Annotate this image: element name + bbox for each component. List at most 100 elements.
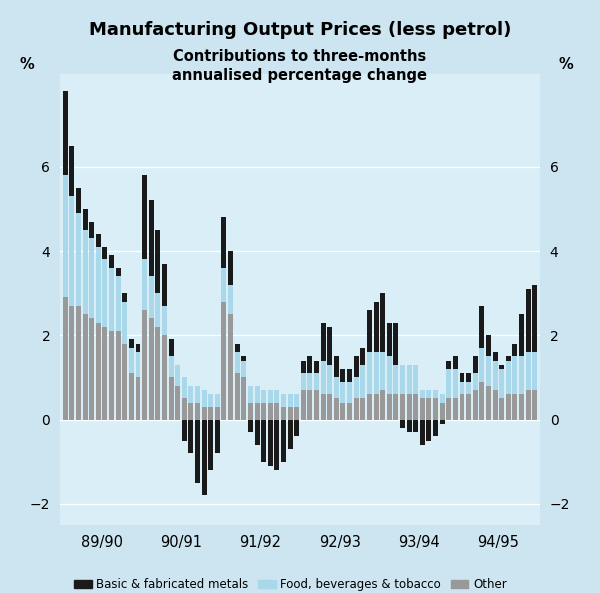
Bar [433, 419, 438, 436]
Bar [254, 386, 260, 403]
Bar [281, 419, 286, 461]
Bar [499, 398, 504, 419]
Bar [122, 293, 127, 302]
Bar [136, 352, 140, 377]
Bar [479, 348, 484, 382]
Bar [241, 356, 246, 361]
Bar [175, 365, 180, 386]
Bar [70, 196, 74, 306]
Bar [440, 403, 445, 419]
Bar [420, 390, 425, 398]
Bar [294, 394, 299, 407]
Bar [162, 335, 167, 419]
Bar [274, 419, 280, 470]
Bar [188, 386, 193, 403]
Bar [387, 394, 392, 419]
Bar [76, 188, 81, 213]
Text: %: % [19, 57, 34, 72]
Bar [202, 407, 206, 419]
Bar [215, 419, 220, 453]
Bar [274, 390, 280, 403]
Bar [116, 331, 121, 419]
Bar [407, 365, 412, 394]
Bar [473, 373, 478, 390]
Bar [493, 361, 497, 390]
Bar [116, 276, 121, 331]
Bar [440, 419, 445, 424]
Bar [446, 361, 451, 369]
Bar [493, 352, 497, 361]
Bar [142, 310, 147, 419]
Bar [473, 390, 478, 419]
Bar [334, 377, 339, 398]
Bar [96, 234, 101, 247]
Bar [83, 314, 88, 419]
Bar [116, 268, 121, 276]
Text: %: % [559, 57, 574, 72]
Bar [235, 373, 239, 419]
Bar [76, 306, 81, 419]
Bar [499, 365, 504, 369]
Bar [129, 339, 134, 348]
Bar [512, 394, 517, 419]
Bar [387, 356, 392, 394]
Bar [380, 390, 385, 419]
Bar [334, 398, 339, 419]
Bar [387, 323, 392, 356]
Bar [103, 327, 107, 419]
Bar [294, 407, 299, 419]
Bar [427, 419, 431, 441]
Bar [314, 373, 319, 390]
Bar [446, 398, 451, 419]
Bar [221, 268, 226, 302]
Bar [241, 377, 246, 419]
Bar [162, 306, 167, 335]
Bar [215, 407, 220, 419]
Bar [347, 403, 352, 419]
Bar [493, 390, 497, 419]
Bar [149, 318, 154, 419]
Bar [354, 356, 359, 377]
Bar [254, 403, 260, 419]
Bar [307, 373, 313, 390]
Bar [532, 285, 537, 352]
Bar [380, 293, 385, 352]
Bar [486, 335, 491, 356]
Bar [301, 373, 306, 390]
Bar [122, 302, 127, 344]
Bar [394, 365, 398, 394]
Bar [274, 403, 280, 419]
Bar [89, 238, 94, 318]
Bar [446, 369, 451, 398]
Bar [512, 344, 517, 356]
Bar [208, 419, 213, 470]
Bar [155, 293, 160, 327]
Bar [354, 398, 359, 419]
Bar [215, 394, 220, 407]
Bar [103, 260, 107, 327]
Bar [248, 419, 253, 432]
Bar [466, 373, 471, 382]
Bar [96, 323, 101, 419]
Bar [175, 386, 180, 419]
Bar [268, 390, 273, 403]
Bar [287, 407, 293, 419]
Bar [248, 403, 253, 419]
Bar [479, 306, 484, 348]
Bar [182, 419, 187, 441]
Bar [129, 373, 134, 419]
Bar [327, 394, 332, 419]
Bar [440, 394, 445, 403]
Bar [327, 365, 332, 394]
Bar [188, 403, 193, 419]
Bar [532, 352, 537, 390]
Bar [473, 356, 478, 373]
Bar [347, 382, 352, 403]
Bar [188, 419, 193, 453]
Bar [334, 356, 339, 377]
Bar [407, 419, 412, 432]
Bar [149, 276, 154, 318]
Bar [340, 382, 346, 403]
Text: Contributions to three-months
annualised percentage change: Contributions to three-months annualised… [173, 49, 427, 84]
Bar [149, 200, 154, 276]
